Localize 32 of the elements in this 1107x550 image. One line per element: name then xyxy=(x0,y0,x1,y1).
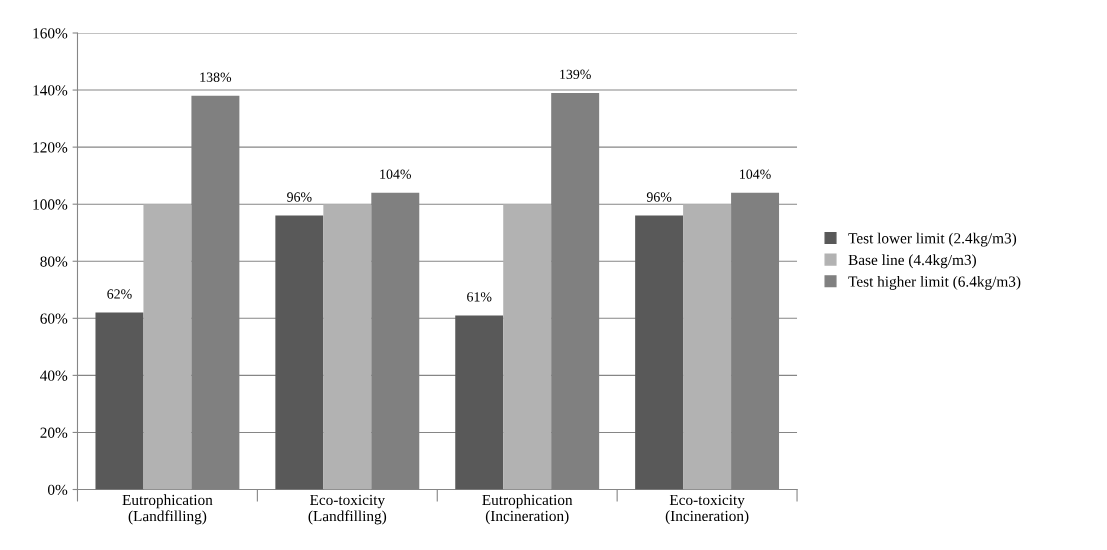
x-tick-label: Eutrophication (Incineration) xyxy=(482,494,573,525)
data-label: 61% xyxy=(467,292,492,302)
y-tick-label: 60% xyxy=(40,313,68,324)
bar xyxy=(275,215,324,490)
x-tick-label: Eco-toxicity (Landfilling) xyxy=(308,494,387,525)
y-tick-label: 160% xyxy=(33,28,68,39)
data-label: 96% xyxy=(287,192,312,202)
legend-label: Base line (4.4kg/m3) xyxy=(848,254,976,269)
bar xyxy=(95,312,144,490)
y-tick-label: 40% xyxy=(40,370,68,381)
bar xyxy=(323,204,372,490)
data-label: 62% xyxy=(107,289,132,299)
data-label: 139% xyxy=(560,69,591,80)
legend-label: Test lower limit (2.4kg/m3) xyxy=(848,232,1017,247)
data-label: 96% xyxy=(646,192,672,202)
y-tick-label: 20% xyxy=(40,427,68,438)
y-tick-label: 120% xyxy=(33,142,68,153)
bar xyxy=(683,204,732,490)
y-tick-label: 0% xyxy=(47,484,68,495)
y-tick-label: 80% xyxy=(40,256,68,267)
y-tick-label: 140% xyxy=(33,85,68,96)
bar xyxy=(455,315,504,490)
data-label: 104% xyxy=(740,169,771,179)
bar xyxy=(503,204,552,490)
y-tick-label: 100% xyxy=(33,199,68,210)
bar xyxy=(635,215,684,490)
bar xyxy=(143,204,192,490)
data-label: 138% xyxy=(200,72,232,82)
data-label: 104% xyxy=(380,169,412,179)
x-tick-label: Eco-toxicity (Incineration) xyxy=(665,494,749,525)
legend-label: Test higher limit (6.4kg/m3) xyxy=(848,275,1021,290)
x-tick-label: Eutrophication (Landfilling) xyxy=(122,494,213,525)
